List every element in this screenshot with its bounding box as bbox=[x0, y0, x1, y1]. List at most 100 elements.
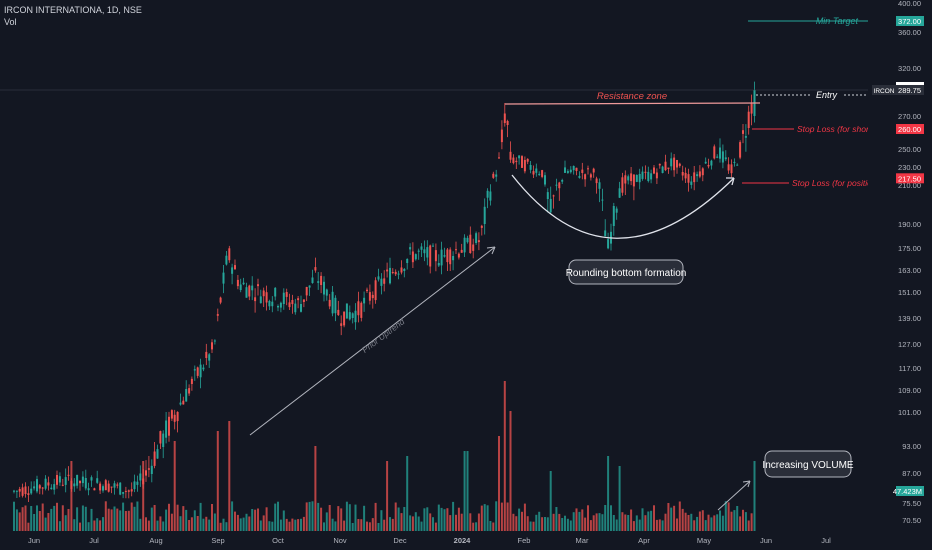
volume-bar bbox=[257, 508, 259, 531]
candle-body bbox=[245, 287, 248, 298]
candle-body bbox=[391, 272, 394, 273]
price-badge-label: 289.75 bbox=[898, 86, 921, 95]
volume-bar bbox=[262, 515, 265, 531]
candle-body bbox=[423, 249, 426, 254]
price-axis-tick: 230.00 bbox=[898, 163, 921, 172]
candle-body bbox=[79, 480, 81, 484]
volume-bar bbox=[99, 520, 102, 531]
candle-body bbox=[500, 129, 503, 143]
candle-body bbox=[624, 175, 627, 184]
volume-bar bbox=[239, 518, 242, 531]
volume-bar bbox=[53, 505, 56, 531]
candle-body bbox=[667, 167, 670, 169]
candle-body bbox=[581, 169, 584, 173]
candle-body bbox=[544, 175, 546, 185]
volume-bar bbox=[587, 505, 589, 531]
candle-body bbox=[139, 473, 142, 481]
candle-body bbox=[279, 302, 282, 308]
volume-bar bbox=[512, 513, 515, 531]
volume-bar bbox=[632, 521, 635, 531]
candle-body bbox=[107, 483, 110, 492]
volume-bar bbox=[104, 501, 107, 531]
volume-bar bbox=[357, 519, 360, 531]
volume-bar bbox=[739, 516, 742, 531]
volume-bar bbox=[176, 504, 179, 531]
volume-bar bbox=[566, 518, 569, 531]
candle-body bbox=[506, 121, 509, 125]
volume-bar bbox=[601, 514, 604, 531]
candle-body bbox=[721, 151, 724, 163]
candle-body bbox=[334, 297, 337, 314]
volume-bar bbox=[690, 513, 693, 531]
volume-bar bbox=[251, 509, 254, 531]
candle-body bbox=[655, 172, 658, 179]
candle-body bbox=[110, 486, 113, 488]
ticker-badge-label: IRCON bbox=[874, 88, 895, 95]
volume-indicator-label[interactable]: Vol bbox=[4, 17, 17, 27]
candle-body bbox=[73, 483, 76, 487]
volume-bar bbox=[544, 517, 546, 531]
candle-body bbox=[234, 265, 236, 270]
candle-body bbox=[113, 483, 116, 488]
candle-body bbox=[492, 173, 495, 178]
candle-body bbox=[257, 284, 259, 287]
candle-body bbox=[489, 191, 492, 201]
candle-body bbox=[572, 166, 575, 171]
volume-bar bbox=[719, 510, 721, 531]
volume-bar bbox=[411, 516, 414, 531]
volume-bar bbox=[498, 436, 500, 531]
candle-body bbox=[380, 278, 383, 286]
candle-body bbox=[30, 488, 33, 494]
volume-bar bbox=[612, 515, 615, 531]
candle-body bbox=[584, 174, 587, 180]
candlesticks bbox=[13, 81, 756, 502]
volume-bar bbox=[429, 513, 432, 531]
candle-body bbox=[566, 171, 569, 173]
candle-body bbox=[285, 292, 288, 297]
volume-bar bbox=[391, 518, 394, 531]
candle-body bbox=[36, 479, 38, 492]
volume-bar bbox=[305, 502, 308, 531]
candle-body bbox=[351, 313, 354, 318]
volume-bar bbox=[110, 509, 113, 531]
volume-bar bbox=[558, 513, 561, 531]
candle-body bbox=[15, 490, 18, 492]
candle-body bbox=[521, 156, 523, 168]
volume-bar bbox=[323, 522, 325, 531]
volume-bar bbox=[116, 508, 119, 531]
volume-bar bbox=[173, 441, 176, 531]
volume-bar bbox=[259, 520, 262, 531]
volume-bar bbox=[495, 501, 498, 531]
candle-body bbox=[704, 161, 707, 164]
volume-bar bbox=[446, 508, 449, 531]
candle-body bbox=[678, 163, 681, 166]
time-axis-tick: Mar bbox=[576, 536, 589, 545]
candle-body bbox=[486, 190, 489, 198]
time-axis-tick: Oct bbox=[272, 536, 285, 545]
volume-bar bbox=[30, 506, 33, 531]
volume-bar bbox=[386, 461, 389, 531]
volume-bar bbox=[437, 504, 440, 531]
candle-body bbox=[236, 279, 239, 287]
price-axis-tick: 270.00 bbox=[898, 112, 921, 121]
price-axis-tick: 360.00 bbox=[898, 28, 921, 37]
volume-bar bbox=[480, 505, 483, 531]
volume-bar bbox=[521, 511, 523, 531]
volume-bar bbox=[294, 519, 297, 531]
candle-body bbox=[33, 486, 36, 489]
volume-bar bbox=[727, 502, 730, 531]
candle-body bbox=[409, 247, 412, 250]
candle-body bbox=[102, 486, 104, 491]
volume-bar bbox=[604, 505, 607, 531]
volume-bar bbox=[202, 518, 205, 531]
candle-body bbox=[561, 180, 564, 182]
candle-body bbox=[84, 478, 87, 489]
candle-body bbox=[90, 477, 93, 481]
volume-bar bbox=[44, 517, 47, 531]
candle-body bbox=[615, 208, 618, 213]
volume-bar bbox=[168, 503, 170, 531]
volume-bar bbox=[552, 513, 555, 531]
candle-body bbox=[477, 240, 480, 243]
